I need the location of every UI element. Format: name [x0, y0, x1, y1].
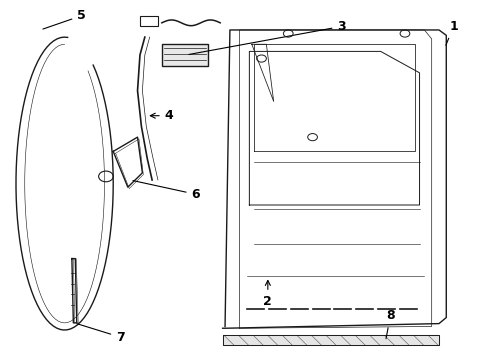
- Text: 3: 3: [188, 20, 346, 54]
- Bar: [140, 16, 158, 26]
- Text: 8: 8: [385, 309, 394, 339]
- Text: 5: 5: [43, 9, 86, 29]
- Text: 2: 2: [263, 280, 272, 308]
- Bar: [162, 44, 207, 66]
- Text: 6: 6: [133, 181, 200, 201]
- Text: 7: 7: [77, 324, 124, 344]
- Text: 4: 4: [150, 109, 173, 122]
- Bar: [162, 44, 207, 66]
- Text: 1: 1: [445, 20, 457, 45]
